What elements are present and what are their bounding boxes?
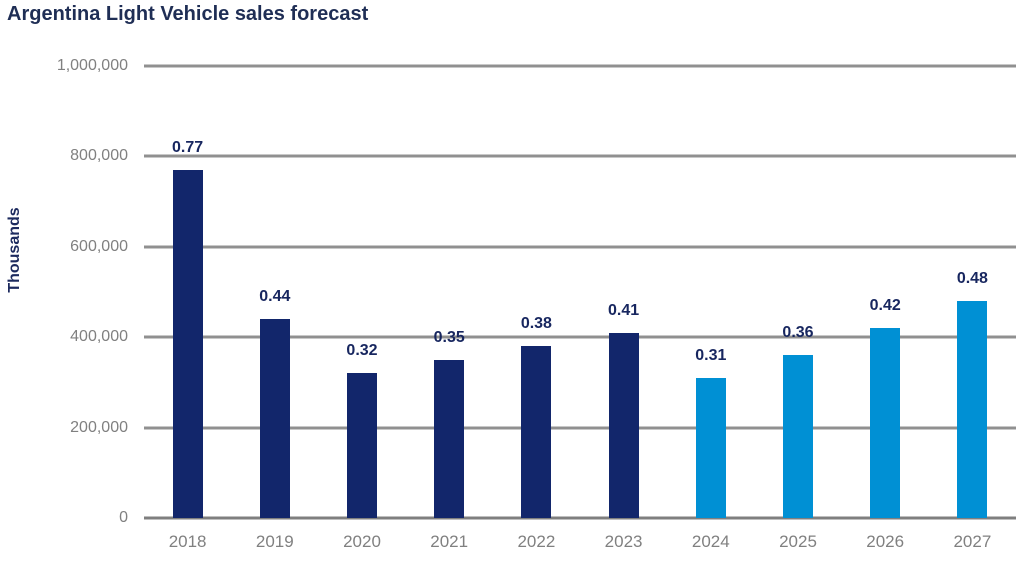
y-tick-label: 0 <box>119 509 128 526</box>
bar-data-label-2025: 0.36 <box>782 324 814 342</box>
x-tick-label-2022: 2022 <box>517 532 556 551</box>
bar-data-label-2021: 0.35 <box>433 328 465 346</box>
x-tick-label-2025: 2025 <box>779 532 817 551</box>
bar-data-label-2024: 0.31 <box>695 346 727 364</box>
y-tick-label: 800,000 <box>70 147 128 165</box>
y-axis-tick-labels: 1,000,000 800,000 600,000 400,000 200,000 0 <box>0 57 128 526</box>
bar-data-label-2023: 0.41 <box>608 301 640 319</box>
bar-2023 <box>608 332 639 518</box>
bar-2022 <box>521 346 552 518</box>
y-tick-label: 200,000 <box>70 418 128 436</box>
bar-2021 <box>434 359 465 518</box>
x-axis-tick-labels: 2018 2019 2020 2021 2022 2023 2024 2025 2026 2027 <box>144 532 1016 554</box>
y-tick-label: 400,000 <box>70 328 128 346</box>
gridline <box>144 64 1016 68</box>
bar-data-label-2026: 0.42 <box>869 297 901 315</box>
x-tick-label-2020: 2020 <box>343 532 381 551</box>
x-tick-label-2024: 2024 <box>691 532 730 551</box>
bar-data-label-2020: 0.32 <box>346 342 378 360</box>
chart-title: Argentina Light Vehicle sales forecast <box>7 3 369 25</box>
bar-data-label-2022: 0.38 <box>520 315 552 333</box>
x-tick-label-2019: 2019 <box>255 532 294 551</box>
x-tick-label-2023: 2023 <box>604 532 643 551</box>
bar-2018 <box>172 169 203 518</box>
gridline <box>144 426 1016 430</box>
y-tick-label: 1,000,000 <box>56 57 128 74</box>
bar-2020 <box>347 373 377 518</box>
bar-data-label-2019: 0.44 <box>259 288 291 306</box>
bar-2026 <box>870 328 901 518</box>
gridline <box>144 154 1016 158</box>
gridline <box>144 335 1016 339</box>
bar-2027 <box>957 301 988 518</box>
x-tick-label-2027: 2027 <box>953 532 992 551</box>
x-axis-line <box>144 516 1016 520</box>
x-tick-label-2021: 2021 <box>430 532 469 551</box>
x-tick-label-2018: 2018 <box>168 532 207 551</box>
bar-data-label-2027: 0.48 <box>956 270 988 288</box>
bar-2019 <box>259 319 290 518</box>
y-tick-label: 600,000 <box>70 237 128 255</box>
bar-data-label-2018: 0.77 <box>172 138 204 156</box>
bar-2025 <box>783 355 813 518</box>
plot-area: 0.77 0.44 0.32 0.35 0.38 0.41 0.31 0.36 0.42 0.48 <box>144 64 1016 520</box>
x-tick-label-2026: 2026 <box>866 532 905 551</box>
bar-2024 <box>695 377 726 518</box>
gridline <box>144 245 1016 249</box>
